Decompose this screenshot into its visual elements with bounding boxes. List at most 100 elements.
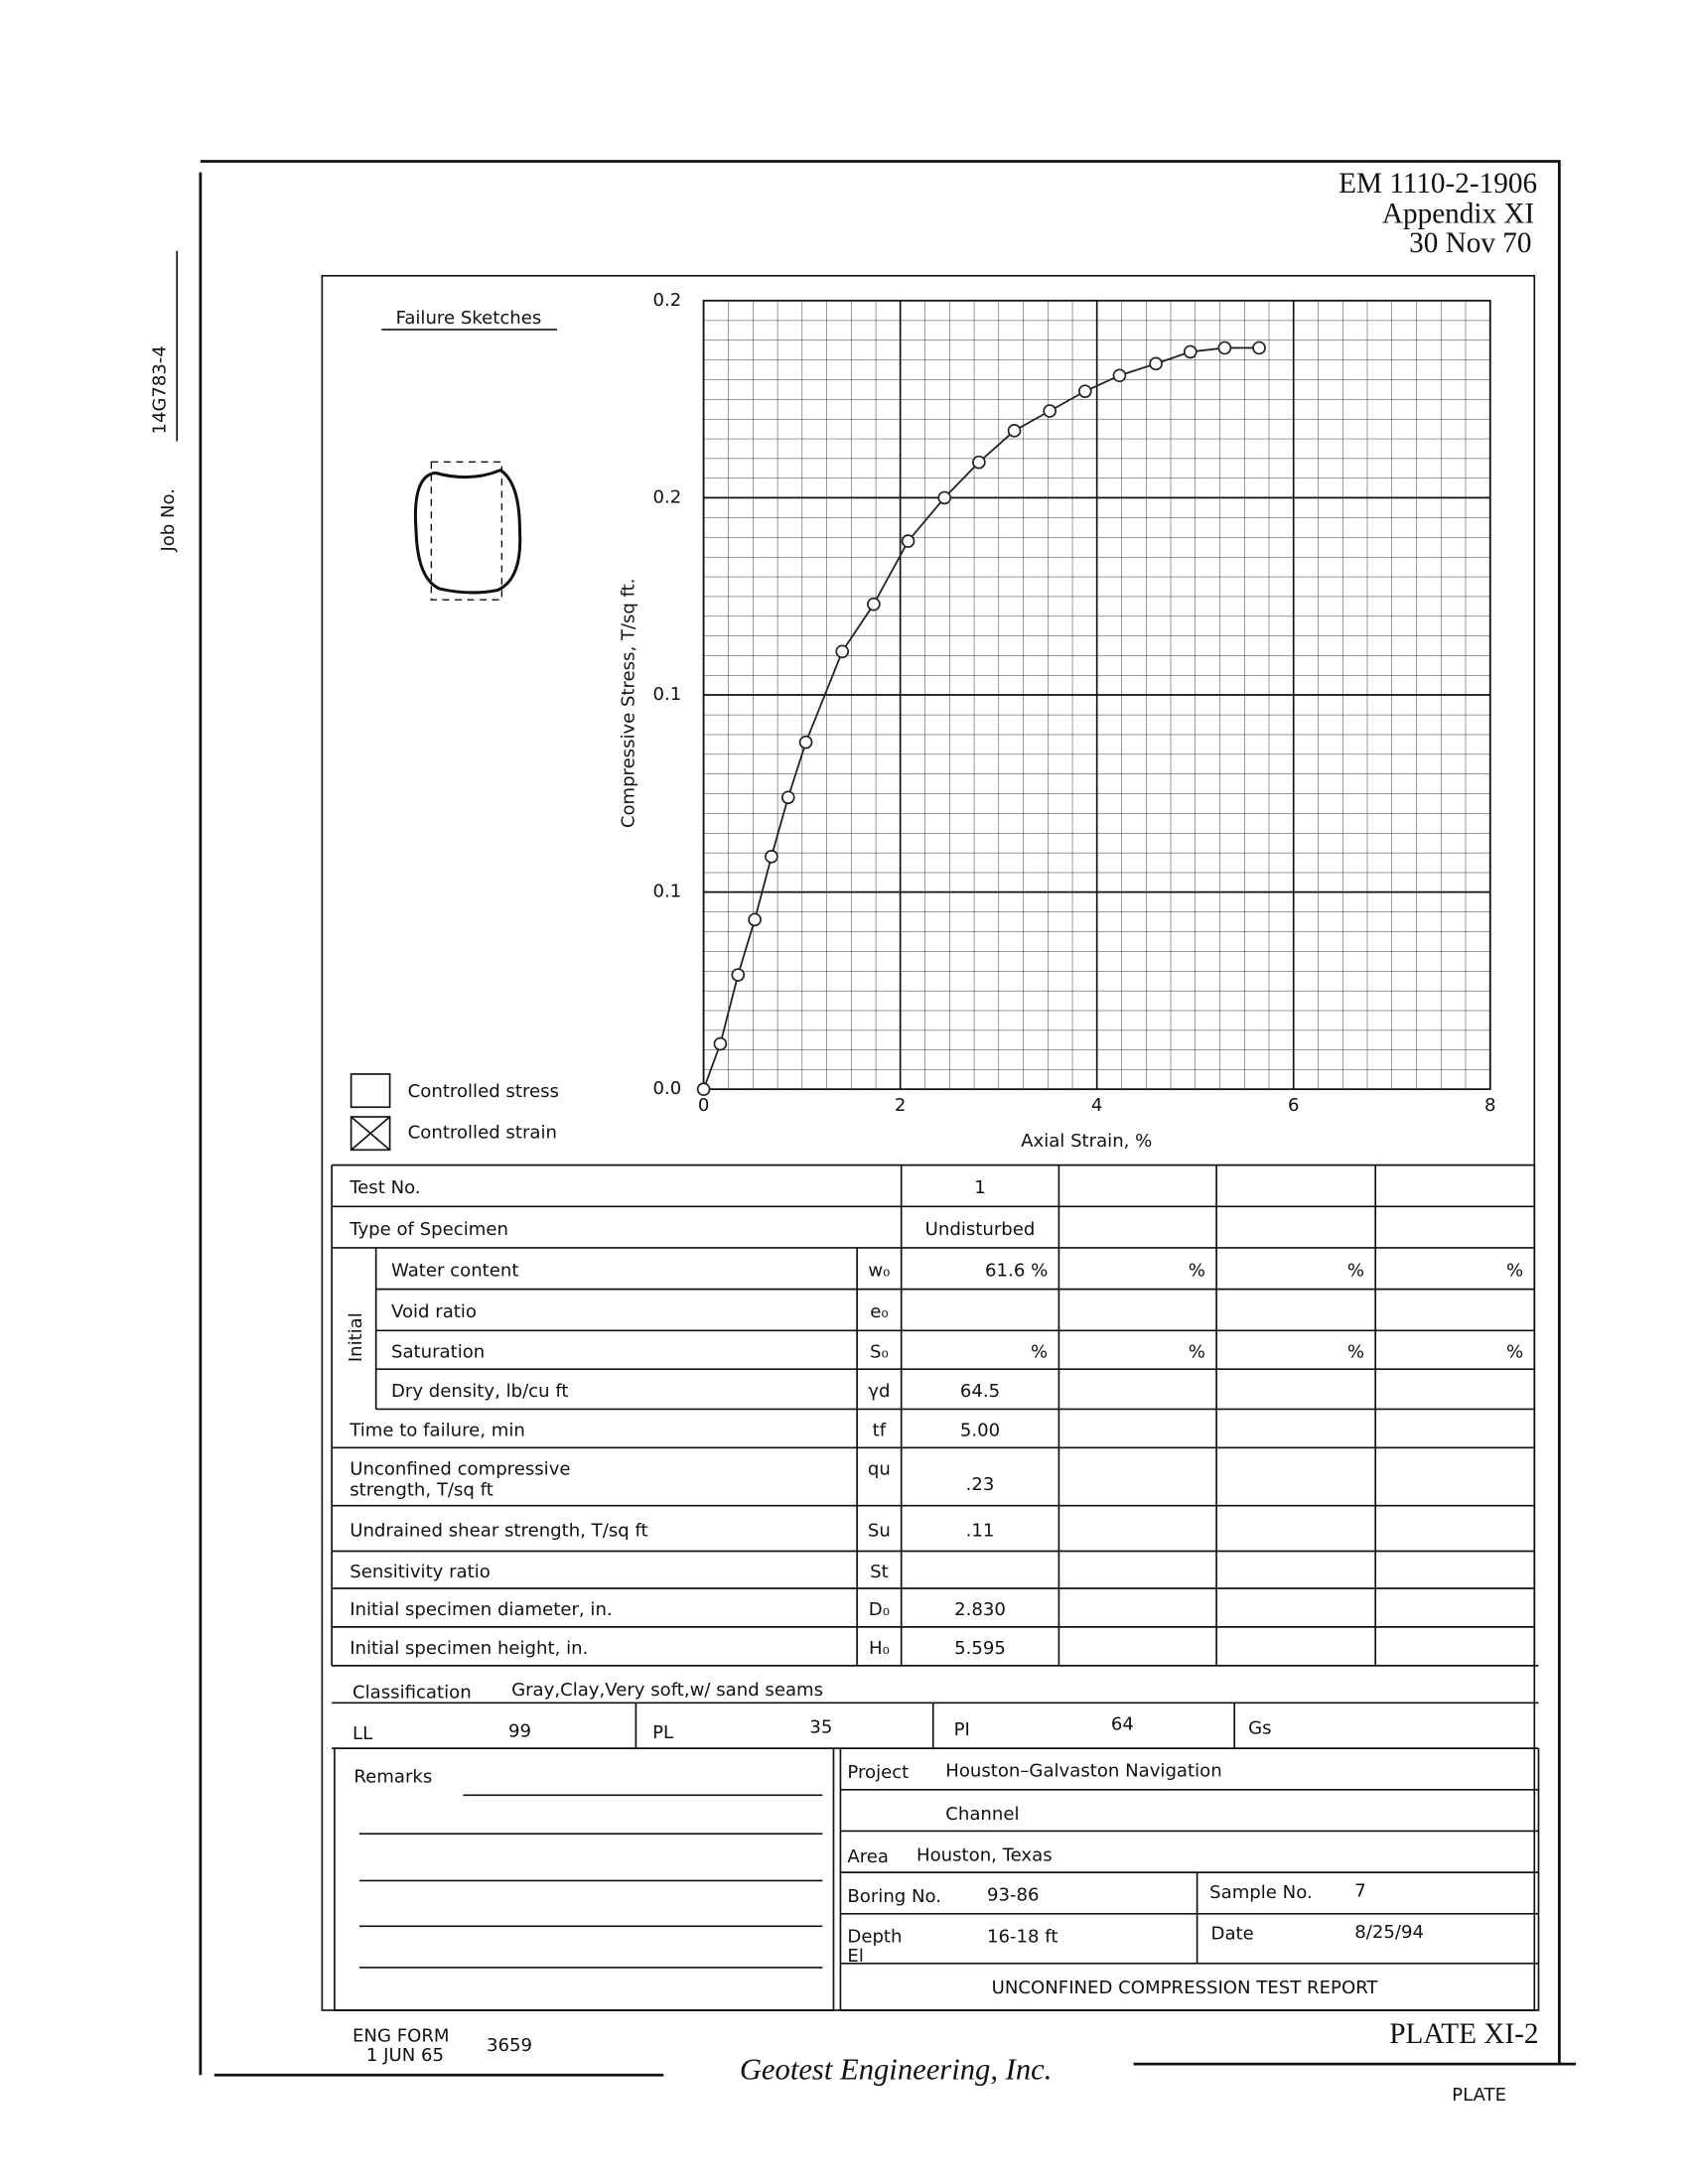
boring-label: Boring No.	[847, 1886, 941, 1907]
area-label: Area	[847, 1846, 889, 1867]
legend-label: Controlled strain	[408, 1123, 557, 1144]
row-symbol: Su	[868, 1520, 891, 1541]
form-date: 1 JUN 65	[366, 2045, 444, 2066]
legend-box-strain	[350, 1116, 391, 1152]
test-table: Test No. 1 Type of Specimen Undisturbed Wate…	[331, 1163, 1536, 1667]
row-symbol: γd	[868, 1381, 890, 1402]
ll-value: 99	[508, 1720, 531, 1741]
gs-label: Gs	[1248, 1718, 1271, 1739]
data-point	[867, 597, 881, 612]
depth-value: 16-18 ft	[987, 1926, 1058, 1947]
sketch-failure	[413, 468, 522, 595]
data-point	[1183, 344, 1198, 359]
project-label: Project	[847, 1762, 909, 1783]
job-value: 14G783-4	[149, 345, 170, 434]
row-label: Water content	[391, 1261, 518, 1282]
row-value: %	[1189, 1342, 1205, 1363]
data-point	[1043, 404, 1057, 418]
row-value: .11	[966, 1520, 995, 1541]
row-label: Initial specimen height, in.	[350, 1638, 588, 1659]
company: Geotest Engineering, Inc.	[740, 2053, 1053, 2087]
y-tick-label: 0.1	[653, 684, 682, 705]
group-label: Initial	[346, 1312, 366, 1362]
row-symbol: qu	[868, 1459, 891, 1480]
row-label: Saturation	[391, 1342, 485, 1363]
y-tick-label: 0.2	[653, 290, 682, 311]
y-tick-label: 0.0	[653, 1078, 682, 1099]
date-label: Date	[1211, 1924, 1254, 1945]
data-point	[1149, 356, 1163, 371]
data-point	[765, 850, 778, 864]
row-label: Test No.	[349, 1177, 420, 1198]
ll-label: LL	[352, 1723, 372, 1744]
area-value: Houston, Texas	[916, 1844, 1053, 1865]
row-label: Undrained shear strength, T/sq ft	[350, 1520, 647, 1541]
row-label: Initial specimen diameter, in.	[350, 1599, 612, 1620]
job-label: Job No.	[158, 488, 179, 553]
project-lines	[840, 1788, 1539, 1965]
row-value: 64.5	[960, 1381, 1000, 1402]
data-point	[1007, 424, 1022, 438]
data-point	[1252, 341, 1266, 355]
limits-lines	[332, 1664, 1539, 1749]
row-label: Type of Specimen	[349, 1219, 508, 1240]
y-axis-title: Compressive Stress, T/sq ft.	[618, 579, 638, 829]
pi-value: 64	[1111, 1714, 1134, 1735]
legend-label: Controlled stress	[408, 1081, 559, 1102]
row-symbol: D₀	[869, 1599, 890, 1620]
row-value: %	[1347, 1342, 1364, 1363]
date-value: 8/25/94	[1354, 1922, 1424, 1943]
sample-value: 7	[1354, 1881, 1366, 1902]
x-axis-title: Axial Strain, %	[1021, 1131, 1152, 1152]
footer-rule	[213, 2062, 1577, 2077]
data-point	[972, 455, 986, 470]
data-point	[780, 790, 795, 805]
row-label: Dry density, lb/cu ft	[391, 1381, 569, 1402]
remarks-lines	[334, 1748, 1540, 2011]
sketch-initial	[430, 461, 503, 601]
row-value: 2.830	[954, 1599, 1006, 1620]
row-value: %	[1031, 1342, 1048, 1363]
row-value: 5.00	[960, 1421, 1000, 1441]
y-tick-label: 0.2	[653, 486, 682, 507]
report-title: UNCONFINED COMPRESSION TEST REPORT	[992, 1978, 1379, 1998]
row-label: strength, T/sq ft	[350, 1479, 494, 1500]
row-label: Time to failure, min	[349, 1421, 525, 1441]
row-label: Unconfined compressive	[350, 1459, 570, 1480]
data-point	[696, 1082, 711, 1097]
row-value: %	[1189, 1261, 1205, 1282]
data-point	[1077, 384, 1092, 398]
chart: 0.0 0.1 0.1 0.2 0.2 0 2 4 6 8	[653, 290, 1496, 1116]
row-symbol: S₀	[870, 1342, 889, 1363]
job-number: Job No. 14G783-4	[149, 250, 179, 553]
row-label: Sensitivity ratio	[350, 1562, 491, 1582]
header-appendix: Appendix XI	[1382, 199, 1534, 230]
data-point	[748, 912, 762, 927]
data-point	[713, 1036, 728, 1051]
sketch-title: Failure Sketches	[396, 308, 542, 329]
row-symbol: H₀	[869, 1638, 890, 1659]
project-name: Houston–Galvaston Navigation	[945, 1761, 1221, 1782]
form-number: 3659	[487, 2035, 532, 2056]
page-frame	[199, 160, 1561, 2076]
legend-box-stress	[350, 1073, 391, 1109]
row-value: 1	[974, 1177, 986, 1198]
row-symbol: w₀	[868, 1261, 890, 1282]
x-tick-label: 4	[1091, 1095, 1103, 1116]
pi-label: PI	[954, 1719, 970, 1740]
x-tick-label: 0	[698, 1095, 710, 1116]
depth-label: Depth	[847, 1926, 902, 1947]
sample-label: Sample No.	[1209, 1882, 1313, 1903]
data-point	[901, 534, 916, 548]
row-value: .23	[966, 1474, 995, 1495]
plate-label: PLATE XI-2	[1389, 2018, 1538, 2050]
x-tick-label: 6	[1288, 1095, 1300, 1116]
classification-text: Gray,Clay,Very soft,w/ sand seams	[511, 1680, 823, 1701]
row-symbol: St	[870, 1562, 889, 1582]
project-name-cont: Channel	[945, 1804, 1019, 1825]
el-label: El	[847, 1946, 863, 1967]
x-tick-label: 8	[1484, 1095, 1496, 1116]
plate-stamp: PLATE	[1452, 2085, 1506, 2106]
form-label: ENG FORM	[352, 2025, 450, 2046]
row-value: 61.6 %	[985, 1261, 1048, 1282]
